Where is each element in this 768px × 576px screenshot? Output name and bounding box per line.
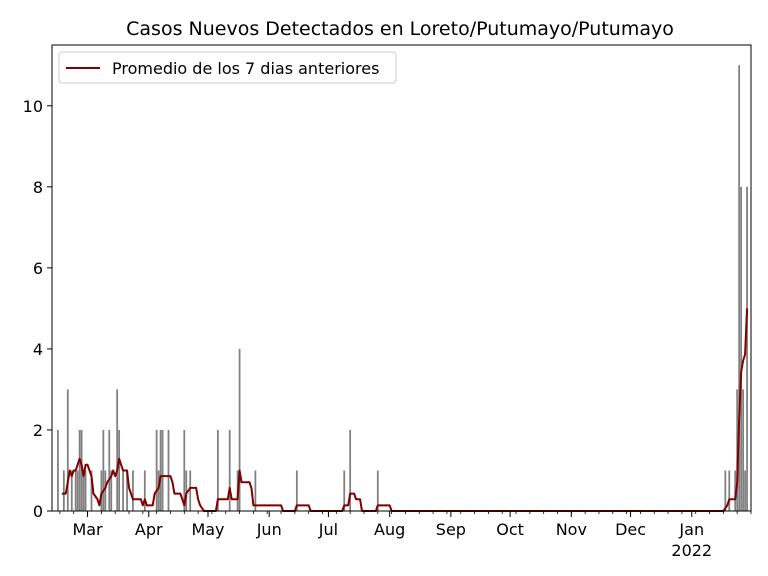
- bar-2021-02-23: [74, 470, 77, 511]
- x-tick-label-Mar: Mar: [72, 520, 103, 539]
- x-tick-label-Apr: Apr: [135, 520, 163, 539]
- bar-2021-06-15: [295, 470, 298, 511]
- series-line-rolling-average: [61, 308, 749, 512]
- bar-2021-03-12: [108, 429, 111, 511]
- bar-2021-04-22: [189, 470, 192, 511]
- bar-2021-03-03: [90, 470, 93, 511]
- x-tick-label-Oct: Oct: [496, 520, 524, 539]
- y-tick-label-2: 2: [33, 421, 43, 440]
- bar-2021-04-11: [167, 429, 170, 511]
- bar-2021-03-21: [126, 470, 128, 511]
- y-tick-label-6: 6: [33, 259, 43, 278]
- bar-2021-07-12: [349, 429, 352, 511]
- y-tick-label-0: 0: [33, 502, 43, 521]
- y-tick-label-8: 8: [33, 178, 43, 197]
- plot-frame: [51, 44, 752, 512]
- bar-2021-03-10: [104, 470, 107, 511]
- x-tick-label-Aug: Aug: [374, 520, 405, 539]
- y-tick-label-4: 4: [33, 340, 43, 359]
- legend-box: [58, 51, 397, 84]
- bar-2021-04-08: [161, 429, 164, 511]
- bar-2022-01-28: [744, 470, 746, 511]
- bar-2021-03-17: [118, 429, 121, 511]
- x-tick-label-Jul: Jul: [318, 520, 338, 539]
- bar-2021-07-09: [343, 470, 346, 511]
- bar-2021-02-17: [62, 470, 65, 511]
- bar-2022-01-26: [740, 186, 743, 511]
- bar-2021-04-05: [155, 429, 158, 511]
- x-axis: Mar Apr May Jun Jul Aug Sep Oct Nov Dec Jan 2022: [59, 511, 752, 560]
- bar-2021-03-13: [110, 470, 113, 511]
- bar-2021-02-14: [57, 429, 59, 511]
- bar-2022-01-20: [728, 470, 731, 511]
- bar-2021-03-09: [102, 429, 105, 511]
- bar-2021-05-12: [228, 429, 231, 511]
- x-tick-label-Jun: Jun: [256, 520, 282, 539]
- legend-label: Promedio de los 7 dias anteriores: [112, 59, 379, 78]
- bar-2021-07-26: [376, 470, 379, 511]
- bar-2022-01-18: [724, 470, 727, 511]
- x-tick-label-Dec: Dec: [615, 520, 646, 539]
- bar-2021-04-07: [159, 429, 162, 511]
- y-tick-label-10: 10: [23, 97, 43, 116]
- bar-2021-02-19: [66, 389, 69, 511]
- bar-2021-03-08: [100, 470, 103, 511]
- bar-2021-05-25: [254, 470, 257, 511]
- bar-2021-02-21: [70, 470, 73, 511]
- bar-2021-05-17: [238, 348, 241, 511]
- bar-2022-01-25: [738, 65, 741, 511]
- bar-2022-01-27: [742, 389, 744, 511]
- x-tick-label-Jan: Jan: [678, 520, 704, 539]
- bar-2021-03-24: [132, 470, 134, 511]
- bar-2021-04-20: [185, 470, 188, 511]
- line-layer: [61, 308, 749, 512]
- bar-2021-02-27: [82, 470, 85, 511]
- x-tick-label-May: May: [191, 520, 224, 539]
- bar-2021-03-30: [143, 470, 146, 511]
- bar-2021-03-16: [116, 389, 119, 511]
- bar-2021-04-06: [157, 470, 160, 511]
- chart-title: Casos Nuevos Detectados en Loreto/Putuma…: [126, 18, 674, 40]
- bar-2021-04-19: [183, 429, 186, 511]
- x-tick-label-Nov: Nov: [556, 520, 587, 539]
- bar-2021-02-25: [78, 429, 81, 511]
- y-axis: 0 2 4 6 8 10: [23, 97, 52, 521]
- x-tick-label-Sep: Sep: [436, 520, 466, 539]
- x-tick-sublabel-2022: 2022: [671, 541, 712, 560]
- bar-2021-02-24: [76, 470, 79, 511]
- bar-2021-02-28: [84, 470, 87, 511]
- legend: Promedio de los 7 dias anteriores: [58, 51, 397, 84]
- bar-2022-01-29: [746, 186, 748, 511]
- bar-2021-03-19: [122, 470, 124, 511]
- bar-2021-05-06: [216, 429, 219, 511]
